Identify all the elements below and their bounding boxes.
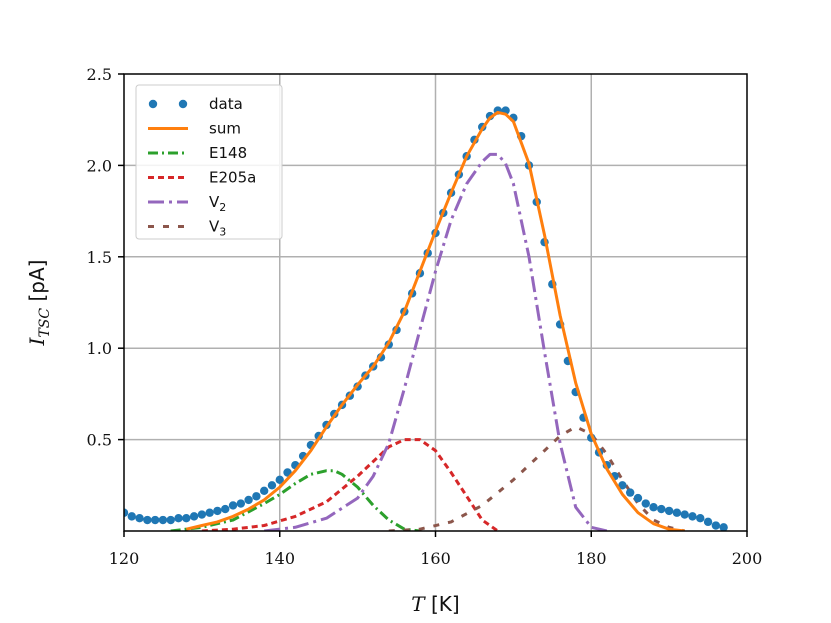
y-tick-label: 2.0: [87, 156, 112, 175]
legend-label-text: E148: [209, 144, 247, 162]
legend-label-text: V: [209, 193, 220, 211]
data-point: [259, 486, 269, 495]
data-point: [657, 504, 666, 514]
y-tick-label: 1.5: [87, 248, 112, 267]
legend-marker: [148, 99, 158, 109]
legend-label: data: [209, 95, 243, 113]
series-line-v2: [264, 152, 608, 531]
data-point: [688, 512, 697, 521]
y-tick-label: 0.5: [87, 431, 112, 450]
data-point: [221, 504, 230, 514]
data-point: [189, 512, 199, 521]
series-layer: [124, 106, 728, 531]
x-axis-label-unit: [K]: [425, 592, 460, 616]
data-point: [275, 475, 284, 485]
data-point: [680, 510, 689, 519]
x-axis-label-symbol: T: [411, 592, 426, 616]
legend-label-text: sum: [209, 120, 241, 138]
legend-label-text: E205a: [209, 169, 256, 187]
legend-label-subscript: 2: [219, 201, 226, 214]
data-point: [711, 521, 721, 530]
legend-label: V3: [209, 218, 226, 239]
legend-label: E205a: [209, 169, 256, 187]
axis-ticks: 120 140 160 180 200 0.5 1.0 1.5 2.0 2.5: [87, 65, 763, 568]
data-point: [166, 515, 175, 525]
legend-label-text: data: [209, 95, 243, 113]
legend-label: sum: [209, 120, 241, 138]
y-tick-label: 2.5: [87, 65, 112, 84]
data-point: [213, 506, 222, 516]
legend-label-subscript: 3: [219, 226, 226, 239]
legend-label: E148: [209, 144, 247, 162]
data-point: [124, 508, 129, 517]
y-axis-label: ITSC [pA]: [25, 260, 53, 347]
x-tick-label: 180: [576, 549, 607, 568]
series-line-e148: [170, 469, 421, 531]
data-point: [236, 499, 246, 508]
y-axis-label-symbol: I: [25, 336, 49, 346]
data-point: [127, 512, 136, 521]
x-tick-label: 140: [264, 549, 295, 568]
data-point: [182, 514, 191, 523]
y-tick-label: 1.0: [87, 339, 112, 358]
data-point: [244, 495, 253, 505]
legend-box: [135, 84, 283, 240]
x-tick-label: 120: [109, 549, 140, 568]
data-point: [633, 493, 643, 503]
data-point: [625, 488, 635, 497]
data-point: [135, 514, 144, 523]
data-point: [267, 481, 277, 490]
x-axis-label: T [K]: [411, 592, 459, 616]
data-point: [252, 492, 261, 501]
data-point: [143, 515, 152, 525]
series-line-e205a: [201, 438, 499, 531]
x-tick-label: 160: [420, 549, 451, 568]
data-point: [618, 481, 627, 490]
data-point: [641, 499, 650, 508]
y-axis-label-unit: [pA]: [25, 260, 49, 308]
data-point: [703, 517, 713, 527]
data-point: [150, 515, 160, 525]
data-point: [672, 508, 682, 517]
data-point: [197, 510, 207, 519]
data-points: [124, 106, 728, 531]
legend-label-text: V: [209, 218, 220, 236]
data-point: [719, 523, 728, 531]
series-line-sum: [185, 110, 685, 531]
data-point: [205, 508, 214, 517]
data-point: [664, 506, 674, 516]
y-axis-label-sub: TSC: [37, 308, 53, 338]
data-point: [228, 501, 238, 510]
data-point: [174, 514, 183, 523]
data-point: [696, 514, 705, 523]
legend-marker: [178, 99, 188, 109]
data-point: [158, 515, 168, 525]
data-point: [649, 503, 658, 512]
x-tick-label: 200: [732, 549, 763, 568]
legend-label: V2: [209, 193, 226, 214]
